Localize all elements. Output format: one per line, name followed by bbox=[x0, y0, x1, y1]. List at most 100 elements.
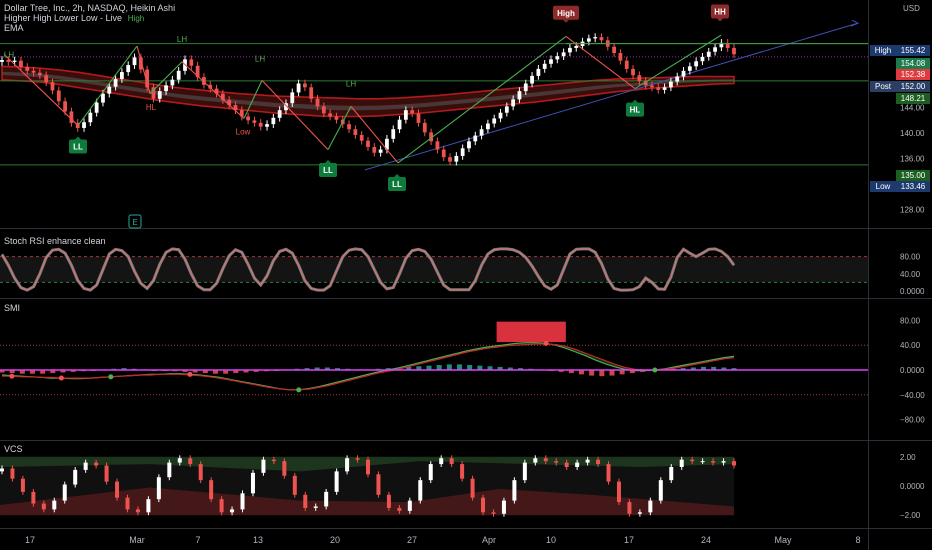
smi-histogram-bar bbox=[202, 370, 208, 374]
vcs-candle-body bbox=[167, 462, 172, 478]
vcs-candle-body bbox=[648, 500, 653, 513]
smi-histogram-bar bbox=[507, 367, 513, 370]
vcs-candle-body bbox=[407, 500, 412, 511]
vcs-candle-body bbox=[554, 461, 559, 463]
vcs-candle-body bbox=[125, 497, 130, 510]
vcs-candle-body bbox=[428, 464, 433, 481]
candle-body bbox=[101, 93, 105, 103]
pivot-badge bbox=[553, 5, 579, 20]
axis-tag-value: 133.46 bbox=[901, 182, 926, 191]
smi-histogram-bar bbox=[233, 370, 239, 374]
candle-body bbox=[416, 113, 421, 123]
vcs-candle-body bbox=[470, 478, 475, 498]
vcs-candle-body bbox=[439, 458, 444, 465]
vcs-candle-body bbox=[658, 480, 663, 501]
smi-title[interactable]: SMI bbox=[4, 303, 21, 313]
pivot-badge bbox=[388, 176, 406, 191]
candle-body bbox=[530, 75, 534, 84]
pivot-badge-tip bbox=[325, 160, 331, 164]
vcs-candle-body bbox=[418, 480, 423, 501]
candle-body bbox=[624, 60, 629, 69]
candle-body bbox=[138, 57, 143, 70]
smi-histogram-bar bbox=[701, 366, 706, 370]
smi-histogram-bar bbox=[487, 366, 493, 370]
smi-histogram-bar bbox=[60, 370, 66, 373]
vcs-title[interactable]: VCS bbox=[4, 444, 23, 454]
axis-tag-value-bg bbox=[896, 170, 930, 181]
smi-histogram-bar bbox=[629, 370, 635, 374]
pivot-badge-text: LL bbox=[392, 180, 402, 189]
candle-body bbox=[486, 123, 490, 130]
smi-histogram-bar bbox=[406, 366, 412, 370]
smi-histogram-bar bbox=[568, 370, 574, 374]
candle-body bbox=[542, 63, 547, 69]
pivot-label-lh: LH bbox=[255, 54, 265, 63]
smi-histogram-bar bbox=[40, 370, 46, 374]
candle-body bbox=[448, 157, 452, 162]
candle-body bbox=[397, 119, 402, 130]
vcs-candle-body bbox=[334, 471, 339, 492]
vcs-candle-body bbox=[271, 459, 276, 462]
time-axis-label: 7 bbox=[195, 535, 200, 545]
candle-body bbox=[296, 83, 301, 93]
vcs-candle-body bbox=[73, 469, 78, 485]
candle-body bbox=[359, 134, 364, 141]
candle-body bbox=[511, 99, 516, 107]
smi-histogram-bar bbox=[385, 368, 391, 370]
candle-body bbox=[145, 69, 150, 88]
axis-tag-value-bg bbox=[896, 93, 930, 104]
axis-tag-name: High bbox=[875, 46, 891, 55]
stoch-rsi-title[interactable]: Stoch RSI enhance clean bbox=[4, 236, 106, 246]
axis-tag-value-bg bbox=[896, 69, 930, 80]
vcs-candle-body bbox=[481, 497, 486, 513]
zigzag-down bbox=[136, 45, 151, 94]
smi-histogram-bar bbox=[558, 370, 564, 372]
candle-body bbox=[25, 66, 30, 71]
indicator-ema-label[interactable]: EMA bbox=[4, 23, 24, 33]
zigzag-up bbox=[634, 34, 722, 90]
candle-body bbox=[19, 60, 23, 67]
vcs-candle-body bbox=[637, 512, 642, 514]
smi-cross-dot bbox=[652, 367, 658, 373]
candle-body bbox=[189, 59, 194, 66]
vcs-candle-body bbox=[721, 461, 726, 463]
axis-tag-value: 152.00 bbox=[901, 82, 926, 91]
time-axis-label: Apr bbox=[482, 535, 496, 545]
price-tick-label: 140.00 bbox=[900, 129, 925, 138]
candle-body bbox=[732, 47, 736, 55]
smi-tick-label: −80.00 bbox=[900, 416, 925, 425]
vcs-candle-body bbox=[230, 509, 235, 513]
candle-body bbox=[555, 56, 560, 60]
axis-tag-name-bg bbox=[870, 45, 896, 56]
indicator-hhll-label[interactable]: Higher High Lower Low - Live bbox=[4, 13, 123, 23]
smi-histogram-bar bbox=[314, 367, 320, 370]
candle-body bbox=[700, 56, 705, 62]
time-axis-label: 10 bbox=[546, 535, 556, 545]
candle-body bbox=[321, 106, 326, 114]
smi-histogram-bar bbox=[731, 368, 737, 370]
candle-body bbox=[391, 129, 396, 139]
candle-body bbox=[258, 122, 263, 127]
candle-body bbox=[303, 83, 307, 88]
axis-tag-value-bg bbox=[896, 181, 930, 192]
candle-body bbox=[460, 148, 465, 156]
vcs-candle-body bbox=[690, 459, 695, 462]
time-axis-label: May bbox=[774, 535, 792, 545]
axis-tag-value-bg bbox=[896, 45, 930, 56]
zigzag-up bbox=[149, 61, 183, 95]
smi-histogram-bar bbox=[335, 368, 340, 370]
vcs-candle-body bbox=[31, 491, 36, 504]
candle-body bbox=[107, 86, 112, 94]
candle-body bbox=[403, 110, 408, 120]
smi-histogram-bar bbox=[182, 370, 188, 372]
pivot-badge bbox=[626, 102, 644, 117]
candle-body bbox=[220, 93, 225, 101]
vcs-candle-body bbox=[679, 459, 684, 467]
time-axis-label: 17 bbox=[25, 535, 35, 545]
smi-highlight-box bbox=[496, 321, 566, 343]
candle-body bbox=[435, 141, 440, 150]
candle-body bbox=[246, 116, 250, 121]
smi-histogram-bar bbox=[467, 365, 473, 370]
vcs-candle-body bbox=[711, 461, 716, 463]
